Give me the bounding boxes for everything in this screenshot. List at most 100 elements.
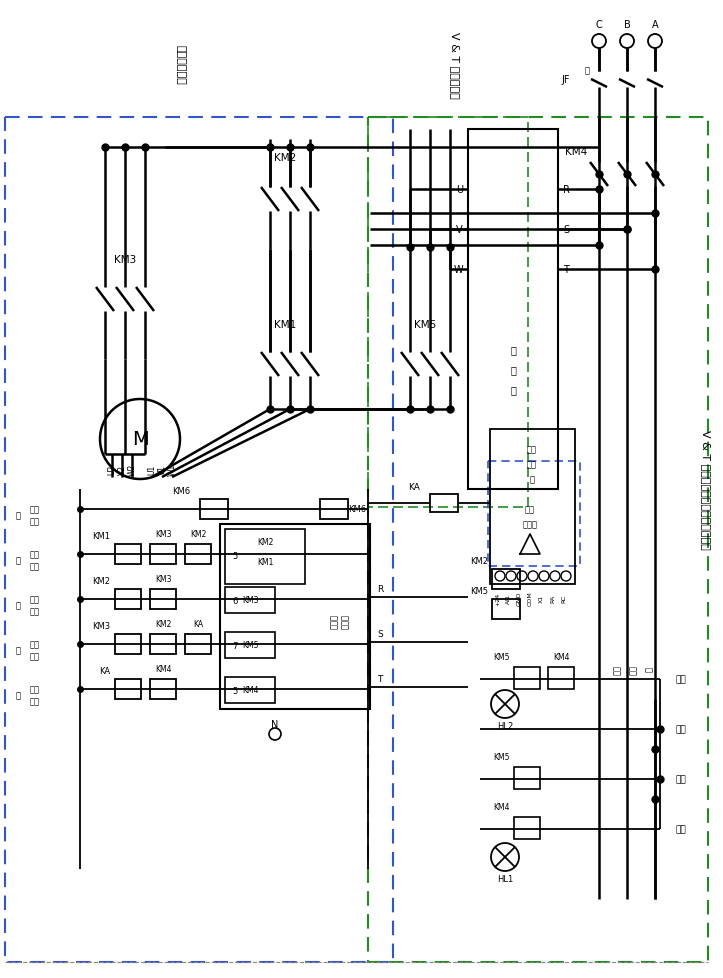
Text: 5: 5: [233, 552, 238, 561]
Bar: [185, 635, 211, 654]
Text: KM3: KM3: [92, 622, 110, 631]
Bar: [5, 118, 393, 962]
Text: GND: GND: [517, 591, 522, 605]
Text: 故障: 故障: [675, 824, 685, 833]
Text: 电: 电: [644, 667, 654, 672]
Bar: [115, 635, 141, 654]
Text: KM4: KM4: [494, 803, 510, 812]
Text: KM3: KM3: [114, 254, 136, 265]
Text: KM4: KM4: [155, 665, 171, 674]
Text: KM5: KM5: [494, 653, 510, 662]
Text: HL2: HL2: [497, 722, 513, 731]
Bar: [200, 500, 228, 519]
Text: 运行: 运行: [675, 675, 685, 684]
Text: V1: V1: [158, 465, 166, 474]
Bar: [368, 118, 708, 962]
Text: KM2: KM2: [155, 620, 171, 629]
Text: +24: +24: [495, 592, 500, 605]
Bar: [430, 495, 458, 512]
Text: 控制变压器柜: 控制变压器柜: [175, 45, 185, 85]
Text: 控制: 控制: [30, 651, 40, 661]
Text: HL1: HL1: [497, 874, 513, 883]
Text: 运行: 运行: [30, 562, 40, 571]
Text: V: V: [456, 225, 463, 235]
Bar: [490, 429, 575, 585]
Text: 分: 分: [584, 67, 589, 75]
Text: 变频: 变频: [675, 775, 685, 783]
Text: B: B: [624, 20, 630, 30]
Text: U: U: [456, 185, 463, 195]
Text: R: R: [563, 185, 570, 195]
Text: 器: 器: [510, 384, 516, 394]
Text: 三: 三: [15, 600, 20, 610]
Bar: [150, 635, 176, 654]
Text: 变: 变: [510, 344, 516, 355]
Text: KM2: KM2: [92, 577, 110, 586]
Bar: [150, 545, 176, 564]
Text: T: T: [563, 265, 569, 275]
Text: 变压器
变频器: 变压器 变频器: [330, 614, 350, 629]
Text: KM2: KM2: [257, 538, 273, 547]
Text: R: R: [377, 585, 383, 594]
Bar: [225, 588, 275, 613]
Text: AI1: AI1: [506, 594, 511, 603]
Text: 起动: 起动: [30, 550, 40, 559]
Text: KM3: KM3: [155, 530, 171, 539]
Text: 器: 器: [529, 475, 534, 484]
Text: M: M: [132, 430, 148, 449]
Text: RC: RC: [561, 595, 566, 602]
Text: S: S: [377, 630, 383, 639]
Bar: [514, 818, 540, 839]
Text: KM2: KM2: [274, 153, 296, 162]
Bar: [368, 118, 528, 508]
Text: KM4: KM4: [554, 653, 570, 662]
Text: 运行: 运行: [30, 607, 40, 616]
Text: 市电: 市电: [612, 664, 622, 674]
Text: 保护: 保护: [30, 517, 40, 526]
Text: KM1: KM1: [92, 532, 110, 541]
Bar: [514, 667, 540, 689]
Text: 压力: 压力: [525, 505, 535, 514]
Text: 逆变: 逆变: [30, 505, 40, 514]
Text: KM6: KM6: [348, 505, 366, 514]
Text: 二: 二: [15, 556, 20, 565]
Text: KM1: KM1: [274, 320, 296, 330]
Text: JF: JF: [562, 75, 570, 85]
Text: KM2: KM2: [470, 556, 488, 566]
Text: W2: W2: [127, 464, 137, 475]
Text: 延迟: 延迟: [30, 696, 40, 706]
Bar: [320, 500, 348, 519]
Bar: [514, 767, 540, 789]
Text: V & T 节能变频器: V & T 节能变频器: [450, 31, 460, 98]
Bar: [185, 545, 211, 564]
Text: KA: KA: [193, 620, 203, 629]
Bar: [115, 590, 141, 609]
Text: KA: KA: [408, 483, 420, 492]
Text: 频: 频: [510, 365, 516, 375]
Text: V & T 节能变频器空压机行业控制图: V & T 节能变频器空压机行业控制图: [701, 429, 711, 550]
Text: V2: V2: [118, 465, 127, 474]
Bar: [225, 633, 275, 658]
Text: COM: COM: [528, 591, 533, 605]
Text: S: S: [563, 225, 569, 235]
Text: KM2: KM2: [190, 530, 206, 539]
Bar: [548, 667, 574, 689]
Text: T: T: [377, 675, 382, 684]
Text: U2: U2: [108, 465, 116, 474]
Bar: [150, 680, 176, 699]
Text: 断电: 断电: [30, 685, 40, 693]
Text: KM4: KM4: [241, 686, 258, 694]
Bar: [150, 590, 176, 609]
Text: 工频: 工频: [628, 664, 638, 674]
Bar: [220, 524, 370, 709]
Text: 变频: 变频: [30, 595, 40, 603]
Text: 5: 5: [233, 687, 238, 695]
Bar: [492, 569, 520, 590]
Text: 变频: 变频: [527, 445, 537, 454]
Text: KM5: KM5: [470, 587, 488, 596]
Text: 控制: 控制: [527, 460, 537, 469]
Text: N: N: [271, 719, 278, 730]
Bar: [115, 680, 141, 699]
Text: KM6: KM6: [172, 487, 190, 496]
Text: C: C: [596, 20, 602, 30]
